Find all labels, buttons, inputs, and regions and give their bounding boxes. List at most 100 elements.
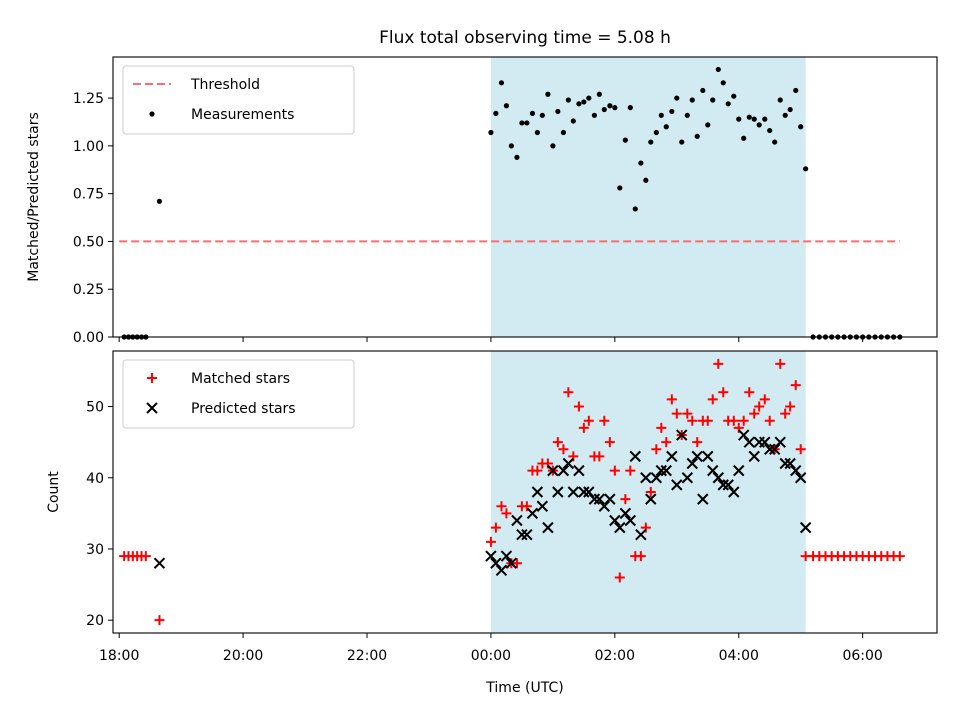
data-point: [604, 493, 616, 505]
data-point: [588, 493, 601, 505]
data-point: [756, 122, 762, 128]
data-point: [671, 479, 683, 491]
series-matched-stars: [119, 358, 905, 626]
data-point: [594, 451, 605, 462]
data-point: [712, 472, 725, 484]
data-point: [607, 103, 613, 109]
legend-label: Predicted stars: [191, 401, 296, 417]
data-point: [728, 415, 739, 426]
data-point: [562, 457, 575, 470]
data-point: [660, 464, 672, 477]
data-point: [550, 143, 556, 149]
data-point: [720, 80, 726, 86]
chart-title: Flux total observing time = 5.08 h: [379, 28, 671, 48]
data-point: [717, 479, 729, 491]
data-point: [779, 457, 791, 470]
data-point: [666, 394, 677, 405]
data-point: [645, 487, 656, 497]
data-point: [578, 486, 590, 498]
data-point: [573, 401, 584, 412]
data-point: [578, 422, 589, 433]
data-point: [573, 464, 585, 477]
top-panel: Matched/Predicted stars 0.00 0.25 0.50 0.75…: [26, 56, 938, 346]
axes-frame: [112, 350, 938, 634]
y-tick-label: 1.25: [73, 91, 104, 107]
data-point: [790, 464, 802, 477]
data-point: [784, 457, 796, 470]
data-point: [599, 415, 610, 426]
data-point: [681, 472, 694, 484]
data-point: [500, 550, 513, 562]
data-point: [803, 166, 809, 172]
legend-box: [122, 65, 355, 135]
x-tick-label: 04:00: [719, 648, 759, 664]
bottom-y-axis-label: Count: [46, 471, 62, 513]
data-point: [762, 116, 768, 122]
data-point: [793, 87, 799, 94]
data-point: [651, 444, 662, 455]
legend-box: [122, 359, 355, 429]
data-point: [498, 80, 505, 86]
data-point: [532, 465, 543, 476]
data-point: [570, 118, 576, 124]
data-point: [643, 177, 649, 183]
data-point: [799, 521, 812, 534]
data-point: [676, 429, 688, 441]
data-point: [514, 154, 520, 160]
data-point: [768, 443, 781, 455]
data-point: [777, 97, 783, 103]
data-point: [576, 101, 582, 107]
data-point: [656, 422, 667, 433]
data-point: [617, 185, 623, 191]
legend-label: Measurements: [191, 107, 294, 123]
data-point: [663, 124, 669, 130]
data-point: [490, 557, 502, 569]
data-point: [775, 358, 786, 369]
legend-swatch: [149, 111, 155, 117]
data-point: [687, 415, 698, 426]
y-tick-label: 40: [86, 471, 104, 487]
data-point: [640, 472, 652, 484]
data-point: [894, 551, 905, 562]
data-point: [759, 436, 771, 448]
data-point: [493, 110, 499, 116]
data-point: [674, 95, 680, 101]
data-point: [798, 124, 804, 130]
data-point: [764, 415, 775, 426]
data-point: [661, 437, 672, 448]
data-point: [490, 522, 501, 533]
axes-frame: [112, 56, 938, 338]
data-point: [627, 105, 633, 111]
legend-swatch: [147, 373, 157, 383]
data-point: [669, 108, 675, 115]
data-point: [508, 143, 514, 149]
y-tick-label: 20: [86, 613, 104, 629]
data-point: [785, 401, 796, 412]
data-point: [759, 394, 770, 405]
data-point: [485, 550, 497, 562]
data-point: [140, 551, 151, 562]
data-point: [767, 127, 773, 134]
data-point: [702, 450, 714, 463]
data-point: [604, 437, 615, 448]
data-point: [697, 493, 709, 505]
data-point: [666, 450, 678, 463]
data-point: [511, 558, 522, 569]
data-point: [531, 486, 544, 498]
data-point: [751, 116, 757, 122]
data-point: [718, 387, 729, 398]
data-point: [496, 501, 507, 512]
data-point: [707, 394, 718, 405]
data-point: [782, 112, 788, 118]
data-point: [741, 135, 747, 141]
data-point: [684, 112, 690, 118]
data-point: [715, 66, 721, 73]
data-point: [519, 120, 525, 126]
legend-swatch: [146, 402, 158, 414]
data-point: [748, 450, 760, 463]
data-point: [609, 465, 620, 476]
data-point: [731, 93, 737, 99]
data-point: [743, 436, 755, 448]
data-point: [555, 108, 561, 115]
data-point: [609, 514, 621, 527]
